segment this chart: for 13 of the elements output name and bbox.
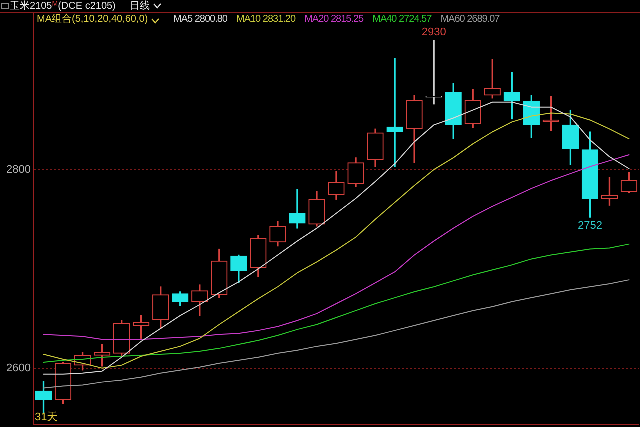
annotation: 31天 — [35, 412, 58, 424]
annotation: 2752 — [578, 220, 602, 232]
text: MA60 2689.07 — [440, 14, 500, 26]
legend-title: MA组合(5,10,20,40,60,0) — [37, 14, 148, 26]
chart-subtitle: 日线 — [130, 1, 150, 12]
text: MA5 2800.80 — [174, 14, 228, 26]
chart-title: 玉米2105$^{M}$(DCE c2105) — [10, 1, 116, 12]
text: MA10 2831.20 — [236, 14, 296, 26]
y-tick-label: 2600 — [6, 362, 31, 374]
text: MA20 2815.25 — [304, 14, 364, 26]
text: MA40 2724.57 — [372, 14, 432, 26]
annotation: 2930 — [422, 26, 446, 38]
y-tick-label: 2800 — [6, 164, 31, 176]
